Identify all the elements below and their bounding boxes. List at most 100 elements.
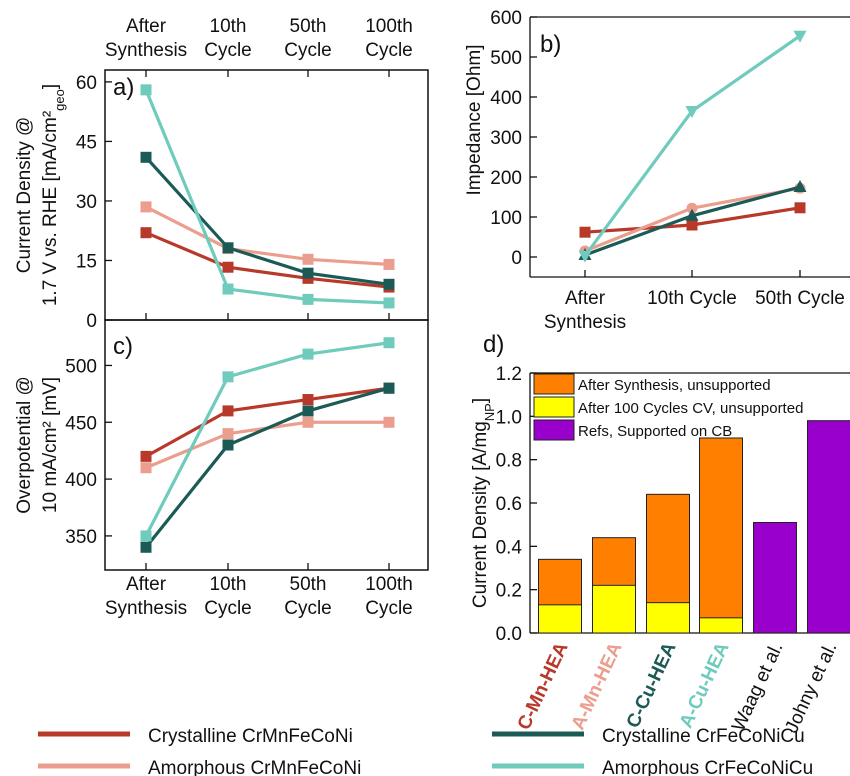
- data-point: [383, 278, 395, 290]
- x-tick-label-group: C-Mn-HEA: [514, 639, 573, 733]
- y-tick-label: 15: [76, 251, 97, 272]
- panel-d-ylabel: Current Density [A/mgNP]: [470, 398, 497, 608]
- bar: [753, 522, 797, 634]
- y-tick-label: 600: [490, 8, 522, 29]
- series-line: [145, 205, 390, 267]
- x-tick-label: Cycle: [284, 598, 332, 619]
- legend-swatch: [533, 396, 575, 418]
- x-tick-label: Johny et al.: [781, 639, 841, 736]
- top-category-label: Cycle: [284, 40, 332, 61]
- panel-label-b: b): [540, 31, 561, 58]
- legend-label: Amorphous CrMnFeCoNi: [148, 758, 361, 776]
- data-point: [302, 348, 314, 360]
- y-axis-label: Current Density [A/mgNP]: [470, 398, 497, 608]
- x-tick-label-group: A-Mn-HEA: [568, 639, 627, 733]
- y-axis-label: Current Density @: [14, 117, 35, 274]
- x-tick-label: Waag et al.: [728, 639, 787, 734]
- x-tick-label-group: A-Cu-HEA: [676, 639, 734, 731]
- data-point: [383, 297, 395, 309]
- top-category-label: Cycle: [365, 40, 413, 61]
- series-line: [144, 386, 390, 549]
- x-tick-label: 10th: [210, 574, 247, 595]
- data-point: [383, 258, 395, 270]
- data-point: [140, 84, 152, 96]
- y-tick-label: 100: [490, 208, 522, 229]
- legend-label: After 100 Cycles CV, unsupported: [578, 400, 803, 417]
- x-tick-label: Synthesis: [544, 312, 626, 333]
- legend-label: Crystalline CrFeCoNiCu: [602, 726, 805, 747]
- x-tick-label: Synthesis: [105, 598, 187, 619]
- data-point: [302, 253, 314, 265]
- data-point: [140, 462, 152, 474]
- y-tick-label: 300: [490, 128, 522, 149]
- y-tick-label: 0: [86, 311, 97, 332]
- x-tick-label: After: [565, 288, 606, 309]
- y-tick-label: 0.4: [496, 537, 523, 558]
- x-tick-label: C-Cu-HEA: [623, 639, 681, 731]
- y-axis-label: Overpotential @: [14, 376, 35, 514]
- y-tick-label: 30: [76, 192, 97, 213]
- data-point: [579, 226, 591, 238]
- y-tick-label: 60: [76, 73, 97, 94]
- series-line: [144, 156, 390, 286]
- data-point: [140, 541, 152, 553]
- data-point: [302, 416, 314, 428]
- y-tick-label: 200: [490, 168, 522, 189]
- series-line: [145, 231, 390, 289]
- series-line: [145, 386, 390, 458]
- data-point: [794, 202, 806, 214]
- y-tick-label: 1.2: [496, 364, 522, 385]
- panel-c-ylabel: Overpotential @10 mA/cm² [mV]: [14, 376, 61, 514]
- data-point: [140, 450, 152, 462]
- y-tick-label: 500: [490, 48, 522, 69]
- data-point: [302, 394, 314, 406]
- x-tick-label-group: C-Cu-HEA: [623, 639, 681, 731]
- panel-label-d: d): [483, 331, 504, 358]
- y-tick-label: 0.0: [496, 624, 522, 645]
- data-point: [686, 202, 698, 214]
- top-category-label: 10th: [210, 16, 247, 37]
- bar: [807, 420, 850, 634]
- legend-swatch: [533, 419, 575, 441]
- data-point: [686, 219, 698, 231]
- x-tick-label: 50th Cycle: [755, 288, 845, 309]
- panel-c-frame: [104, 319, 429, 571]
- x-tick-label-group: Waag et al.: [728, 639, 787, 734]
- data-point: [685, 208, 699, 221]
- y-axis-label-part: Current Density [A/mg: [470, 421, 491, 608]
- top-category-label: Synthesis: [105, 40, 187, 61]
- y-tick-label: 0.2: [496, 581, 522, 602]
- x-tick-label: After: [126, 574, 167, 595]
- top-category-label: Cycle: [204, 40, 252, 61]
- top-category-label: After: [126, 16, 167, 37]
- x-tick-label: 50th: [290, 574, 327, 595]
- top-category-label: 50th: [290, 16, 327, 37]
- y-axis-label-sub: NP: [482, 403, 497, 421]
- panel-label-c: c): [113, 333, 133, 360]
- bar: [646, 602, 690, 634]
- data-point: [140, 151, 152, 163]
- bar: [699, 617, 743, 634]
- data-point: [140, 201, 152, 213]
- y-axis-label: 1.7 V vs. RHE [mA/cm²geo]: [40, 84, 67, 306]
- y-axis-label-part: ]: [40, 84, 61, 89]
- panel-b-ylabel: Impedance [Ohm]: [464, 44, 485, 195]
- legend-swatch: [533, 373, 575, 395]
- data-point: [578, 250, 592, 263]
- x-tick-label: A-Mn-HEA: [568, 639, 627, 733]
- data-point: [222, 439, 234, 451]
- x-tick-label-group: Johny et al.: [781, 639, 841, 736]
- legend-label: Crystalline CrMnFeCoNi: [148, 726, 353, 747]
- data-point: [222, 371, 234, 383]
- bar: [592, 584, 636, 634]
- y-tick-label: 0.6: [496, 494, 522, 515]
- y-tick-label: 350: [65, 527, 97, 548]
- panel-a-ylabel: Current Density @1.7 V vs. RHE [mA/cm²ge…: [14, 84, 67, 306]
- legend-label: Refs, Supported on CB: [578, 423, 732, 440]
- panel-label-a: a): [113, 74, 134, 101]
- x-tick-label: 100th: [365, 574, 413, 595]
- data-point: [222, 261, 234, 273]
- y-axis-label-part: ]: [470, 398, 491, 403]
- y-tick-label: 45: [76, 132, 97, 153]
- data-point: [302, 405, 314, 417]
